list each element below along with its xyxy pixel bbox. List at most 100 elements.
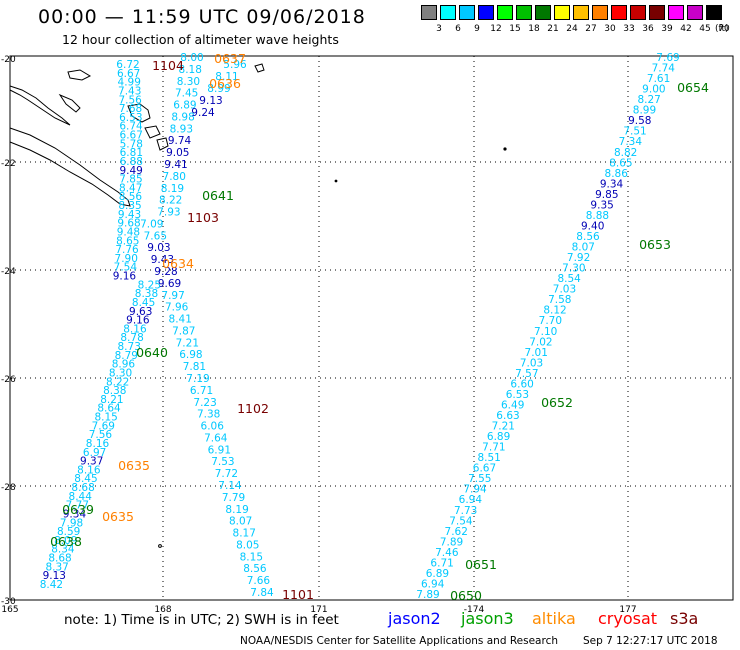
- lat-tick-label: -24: [1, 267, 16, 277]
- lat-tick-label: -30: [1, 597, 16, 607]
- scale-swatch: [478, 5, 494, 20]
- map-frame: [9, 55, 734, 601]
- wave-height-sample: 9.40: [581, 220, 604, 232]
- track-id-label: 0638: [50, 534, 82, 549]
- lat-tick-label: -22: [1, 159, 16, 169]
- wave-height-sample: 9.34: [63, 508, 87, 520]
- wave-height-sample: 8.42: [40, 579, 63, 591]
- wave-height-sample: 8.11: [215, 71, 238, 83]
- wave-height-sample: 8.27: [637, 94, 660, 106]
- wave-height-sample: 7.61: [647, 73, 670, 85]
- lon-tick-label: 165: [1, 605, 18, 615]
- wave-height-sample: 6.71: [190, 385, 213, 397]
- lat-tick-label: -20: [1, 55, 16, 65]
- scale-label: 12: [490, 24, 502, 34]
- credit-line: NOAA/NESDIS Center for Satellite Applica…: [240, 635, 558, 647]
- wave-height-sample: 7.45: [175, 88, 198, 100]
- wave-height-sample: 8.45: [74, 473, 97, 485]
- wave-height-sample: 8.19: [161, 183, 184, 195]
- coastline: [67, 69, 92, 81]
- track-id-label: 0636: [209, 76, 241, 91]
- lon-tick-label: 168: [154, 605, 171, 615]
- wave-height-sample: 7.58: [548, 294, 571, 306]
- wave-height-sample: 9.74: [168, 135, 192, 147]
- wave-height-sample: 7.80: [163, 171, 186, 183]
- lat-tick-label: -26: [1, 375, 16, 385]
- wave-height-sample: 7.23: [193, 397, 216, 409]
- wave-height-sample: 9.03: [147, 242, 170, 254]
- wave-height-sample: 8.30: [109, 367, 132, 379]
- scale-label: 39: [661, 24, 673, 34]
- wave-height-sample: 7.66: [247, 575, 271, 587]
- wave-height-sample: 8.22: [106, 376, 129, 388]
- wave-height-sample: 7.57: [515, 368, 538, 380]
- coastline: [156, 137, 169, 151]
- wave-height-sample: 6.60: [510, 378, 533, 390]
- wave-height-sample: 4.99: [118, 77, 141, 89]
- wave-height-sample: 8.38: [135, 288, 158, 300]
- lon-tick-label: -174: [464, 605, 485, 615]
- wave-height-sample: 8.25: [138, 279, 161, 291]
- scale-swatch: [459, 5, 475, 20]
- track-id-label: 1101: [282, 587, 314, 602]
- scale-label: 27: [585, 24, 597, 34]
- wave-height-sample: 7.84: [250, 587, 274, 599]
- wave-height-sample: 9.16: [126, 315, 150, 327]
- wave-height-sample: 8.96: [112, 359, 136, 371]
- wave-height-sample: 7.71: [482, 442, 505, 454]
- generation-timestamp: Sep 7 12:27:17 UTC 2018: [583, 635, 718, 647]
- wave-height-sample: 8.00: [180, 52, 203, 64]
- scale-label: 18: [528, 24, 540, 34]
- track-id-label: 1103: [187, 210, 219, 225]
- track-id-label: 0634: [162, 256, 194, 271]
- scale-swatch: [649, 5, 665, 20]
- wave-height-sample: 7.09: [140, 218, 163, 230]
- island: [334, 179, 338, 183]
- lat-tick-label: -28: [1, 483, 16, 493]
- wave-height-sample: 7.55: [468, 473, 491, 485]
- wave-height-sample: 7.89: [416, 589, 439, 601]
- wave-height-sample: 7.62: [445, 526, 468, 538]
- track-id-label: 0654: [677, 80, 709, 95]
- coastline: [9, 127, 131, 207]
- wave-height-sample: 7.19: [186, 373, 209, 385]
- wave-height-sample: 8.19: [225, 504, 248, 516]
- track-id-label: 0651: [465, 557, 497, 572]
- wave-height-sample: 6.88: [120, 156, 143, 168]
- wave-height-sample: 7.74: [652, 63, 676, 75]
- wave-height-sample: 8.78: [120, 332, 143, 344]
- wave-height-sample: 6.53: [506, 389, 529, 401]
- wave-height-sample: 8.15: [94, 412, 117, 424]
- wave-height-sample: 9.43: [151, 254, 174, 266]
- wave-height-sample: 8.56: [119, 191, 143, 203]
- wave-height-sample: 8.44: [69, 491, 93, 503]
- track-id-label: 0637: [214, 51, 246, 66]
- wave-height-sample: 9.13: [43, 570, 66, 582]
- track-id-label: 0640: [136, 345, 168, 360]
- scale-swatch: [497, 5, 513, 20]
- wave-height-sample: 9.05: [166, 147, 189, 159]
- page-subtitle: 12 hour collection of altimeter wave hei…: [62, 32, 339, 47]
- wave-height-sample: 8.93: [170, 123, 193, 135]
- wave-height-sample: 8.45: [132, 297, 155, 309]
- wave-height-sample: 8.30: [177, 76, 200, 88]
- wave-height-sample: 8.68: [71, 482, 94, 494]
- scale-swatch: [668, 5, 684, 20]
- wave-height-sample: 9.49: [119, 165, 142, 177]
- coastline: [58, 93, 81, 113]
- scale-swatch: [421, 5, 437, 20]
- wave-height-sample: 9.48: [117, 226, 140, 238]
- wave-height-sample: 6.97: [83, 447, 106, 459]
- wave-height-sample: 9.41: [164, 159, 187, 171]
- scale-label: 24: [566, 24, 578, 34]
- track-id-label: 1104: [152, 58, 184, 73]
- scale-label: 36: [642, 24, 654, 34]
- lon-tick-label: 171: [310, 605, 327, 615]
- scale-label: 6: [455, 24, 461, 34]
- wave-height-sample: 6.89: [426, 568, 449, 580]
- wave-height-sample: 8.99: [207, 83, 230, 95]
- wave-height-sample: 6.06: [201, 421, 225, 433]
- wave-height-sample: 7.64: [204, 432, 228, 444]
- scale-swatch: [592, 5, 608, 20]
- scale-label: 15: [509, 24, 521, 34]
